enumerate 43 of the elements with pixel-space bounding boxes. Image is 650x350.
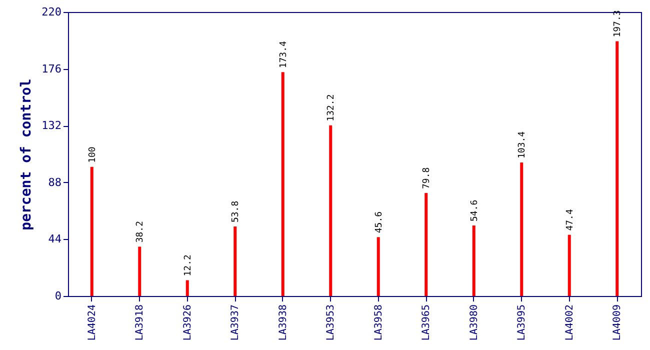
bar xyxy=(568,234,571,296)
bar xyxy=(472,226,476,296)
x-tick-label: LA3980 xyxy=(468,304,480,341)
data-label: 173.4 xyxy=(278,41,289,68)
data-label: 12.2 xyxy=(183,254,194,276)
bar xyxy=(329,125,332,296)
data-label: 38.2 xyxy=(136,221,146,243)
data-label: 103.4 xyxy=(518,131,528,159)
data-label: 54.6 xyxy=(470,200,480,222)
bar xyxy=(376,237,380,296)
y-tick-label: 0 xyxy=(54,290,62,302)
y-tick-label: 44 xyxy=(48,232,62,246)
bar xyxy=(281,72,284,296)
y-tick-label: 176 xyxy=(42,62,62,76)
y-tick-label: 132 xyxy=(42,119,62,132)
x-tick-label: LA3958 xyxy=(373,304,384,341)
bar xyxy=(424,192,428,296)
x-tick-label: LA3937 xyxy=(230,304,242,341)
data-label: 79.8 xyxy=(422,167,432,189)
bar xyxy=(138,246,142,296)
y-tick-label: 220 xyxy=(42,6,62,18)
x-tick-label: LA3965 xyxy=(421,304,432,341)
bar xyxy=(186,280,189,296)
data-label: 197.3 xyxy=(613,10,624,38)
x-tick-label: LA4002 xyxy=(564,304,576,341)
x-tick-label: LA3995 xyxy=(516,304,528,341)
y-axis-title: percent of control xyxy=(18,78,35,230)
x-tick-label: LA3953 xyxy=(326,304,337,341)
x-tick-label: LA4009 xyxy=(612,304,624,341)
data-label: 132.2 xyxy=(326,94,337,122)
bar xyxy=(520,162,524,296)
x-tick-label: LA3926 xyxy=(182,304,194,341)
y-tick-label: 88 xyxy=(48,176,62,189)
bar xyxy=(616,41,619,296)
data-label: 53.8 xyxy=(231,200,242,223)
data-label: 45.6 xyxy=(374,211,384,234)
data-label: 47.4 xyxy=(565,209,576,231)
x-tick-label: LA4024 xyxy=(86,304,98,341)
bar xyxy=(234,226,237,296)
x-tick-label: LA3918 xyxy=(134,304,146,341)
bar xyxy=(90,166,94,296)
x-tick-label: LA3938 xyxy=(278,304,289,341)
data-label: 100 xyxy=(88,146,98,163)
